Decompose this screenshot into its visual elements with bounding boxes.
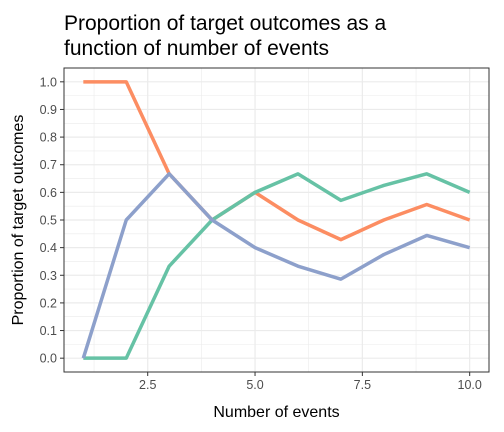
y-tick-label: 0.1 xyxy=(40,324,57,338)
x-axis-title: Number of events xyxy=(213,404,339,421)
chart-title: Proportion of target outcomes as a funct… xyxy=(64,12,386,60)
y-tick-label: 0.3 xyxy=(40,269,57,283)
x-tick-label: 5.0 xyxy=(246,378,263,392)
y-tick-label: 0.7 xyxy=(40,158,57,172)
series-line-2 xyxy=(83,172,471,360)
series-line-3 xyxy=(81,172,471,359)
data-series xyxy=(81,80,471,360)
y-tick-label: 0.9 xyxy=(40,103,57,117)
y-tick-label: 0.2 xyxy=(40,296,57,310)
chart-title-line-2: function of number of events xyxy=(64,37,329,60)
y-tick-label: 0.5 xyxy=(40,214,57,228)
x-tick-label: 7.5 xyxy=(354,378,371,392)
y-tick-label: 0.8 xyxy=(40,131,57,145)
y-tick-label: 0.0 xyxy=(40,352,57,366)
y-axis-title: Proportion of target outcomes xyxy=(10,115,27,326)
chart-title-line-1: Proportion of target outcomes as a xyxy=(64,12,386,35)
series-line-1 xyxy=(83,80,471,242)
y-tick-label: 1.0 xyxy=(40,75,57,89)
x-tick-label: 2.5 xyxy=(139,378,156,392)
y-tick-label: 0.6 xyxy=(40,186,57,200)
x-tick-label: 10.0 xyxy=(458,378,482,392)
axes: 2.5 5.0 7.5 10.0 0.0 0.1 0.2 0.3 0.4 0.5 0.6 0.7 0.8… xyxy=(40,75,482,392)
y-tick-label: 0.4 xyxy=(40,241,57,255)
